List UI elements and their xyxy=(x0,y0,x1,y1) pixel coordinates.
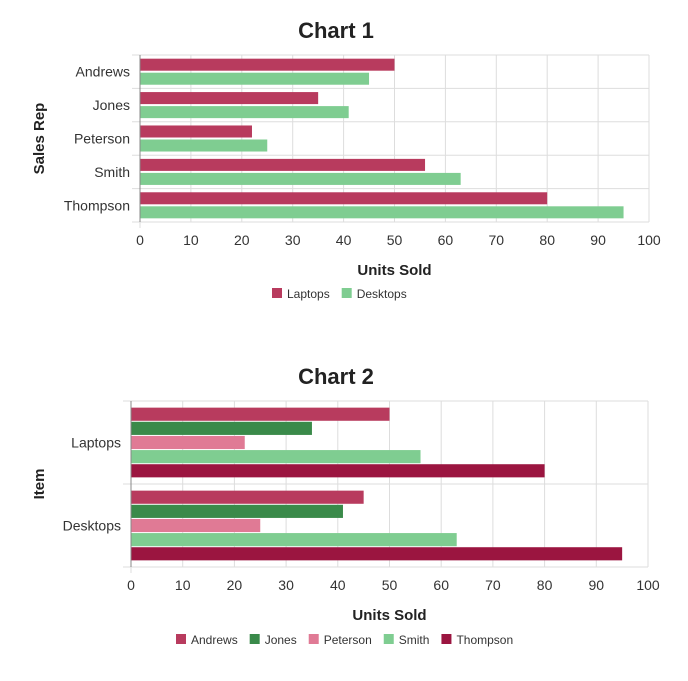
bar-andrews-laptops xyxy=(131,407,390,421)
bar-smith-desktops xyxy=(131,533,457,547)
x-tick-label: 80 xyxy=(539,232,555,248)
y-axis-title: Sales Rep xyxy=(31,103,48,175)
x-tick-label: 80 xyxy=(537,577,553,593)
x-tick-label: 70 xyxy=(485,577,501,593)
chart-1: Chart 1 0 10 20 30 40 50 60 70 80 90 100 Andrews Jone… xyxy=(31,18,661,301)
bar-peterson-laptops xyxy=(131,435,245,450)
x-tick-label: 0 xyxy=(136,232,144,248)
legend-swatch-thompson xyxy=(441,634,452,644)
x-tick-label: 30 xyxy=(285,232,301,248)
bar-laptops-thompson xyxy=(140,192,548,205)
x-tick-label: 20 xyxy=(234,232,250,248)
x-tick-label: 50 xyxy=(382,577,398,593)
x-tick-label: 50 xyxy=(387,232,403,248)
chart-2: Chart 2 0 10 20 30 40 50 60 70 80 90 100 Laptops Desk… xyxy=(31,364,660,647)
y-axis-title: Item xyxy=(31,469,48,500)
bar-desktops-smith xyxy=(140,172,461,185)
legend-label-andrews: Andrews xyxy=(191,633,238,647)
bar-desktops-thompson xyxy=(140,206,624,219)
x-tick-label: 100 xyxy=(637,232,661,248)
bar-smith-laptops xyxy=(131,450,421,464)
bar-laptops-jones xyxy=(140,92,319,105)
category-label-desktops: Desktops xyxy=(63,518,121,534)
category-label-jones: Jones xyxy=(93,97,130,113)
legend: Laptops Desktops xyxy=(272,287,407,301)
bar-desktops-peterson xyxy=(140,139,268,152)
legend-swatch-laptops xyxy=(272,288,282,298)
bar-laptops-peterson xyxy=(140,125,252,138)
x-tick-label: 20 xyxy=(227,577,243,593)
x-tick-label: 60 xyxy=(433,577,449,593)
legend-label-smith: Smith xyxy=(399,633,430,647)
x-tick-label: 60 xyxy=(438,232,454,248)
x-axis-title: Units Sold xyxy=(352,607,426,624)
legend-swatch-jones xyxy=(249,634,260,644)
x-tick-label: 40 xyxy=(336,232,352,248)
category-label-andrews: Andrews xyxy=(76,64,130,80)
bar-jones-laptops xyxy=(131,421,312,435)
legend-label-jones: Jones xyxy=(265,633,297,647)
bar-jones-desktops xyxy=(131,504,343,518)
x-tick-label: 90 xyxy=(590,232,606,248)
x-tick-label: 30 xyxy=(278,577,294,593)
legend-swatch-smith xyxy=(383,634,394,644)
legend-swatch-peterson xyxy=(308,634,319,644)
category-label-smith: Smith xyxy=(94,164,130,180)
x-tick-label: 10 xyxy=(183,232,199,248)
chart-title: Chart 1 xyxy=(298,18,374,43)
legend-label-desktops: Desktops xyxy=(357,287,407,301)
x-axis-title: Units Sold xyxy=(357,262,431,279)
x-tick-label: 70 xyxy=(489,232,505,248)
x-tick-label: 90 xyxy=(589,577,605,593)
chart-title: Chart 2 xyxy=(298,364,374,389)
bar-desktops-andrews xyxy=(140,72,370,85)
legend-swatch-desktops xyxy=(341,288,352,298)
category-label-laptops: Laptops xyxy=(71,435,121,451)
legend: Andrews Jones Peterson Smith Thompson xyxy=(176,633,513,647)
bar-andrews-desktops xyxy=(131,490,364,504)
bar-thompson-desktops xyxy=(131,547,623,561)
x-tick-label: 10 xyxy=(175,577,191,593)
bar-thompson-laptops xyxy=(131,464,545,478)
bar-desktops-jones xyxy=(140,106,349,119)
category-label-thompson: Thompson xyxy=(64,197,130,213)
legend-label-peterson: Peterson xyxy=(324,633,372,647)
legend-swatch-andrews xyxy=(176,634,186,644)
bar-peterson-desktops xyxy=(131,518,261,533)
x-tick-label: 40 xyxy=(330,577,346,593)
x-tick-label: 100 xyxy=(636,577,660,593)
bar-laptops-andrews xyxy=(140,58,395,71)
x-tick-label: 0 xyxy=(127,577,135,593)
category-label-peterson: Peterson xyxy=(74,131,130,147)
legend-label-laptops: Laptops xyxy=(287,287,330,301)
legend-label-thompson: Thompson xyxy=(456,633,513,647)
bar-laptops-smith xyxy=(140,158,426,171)
